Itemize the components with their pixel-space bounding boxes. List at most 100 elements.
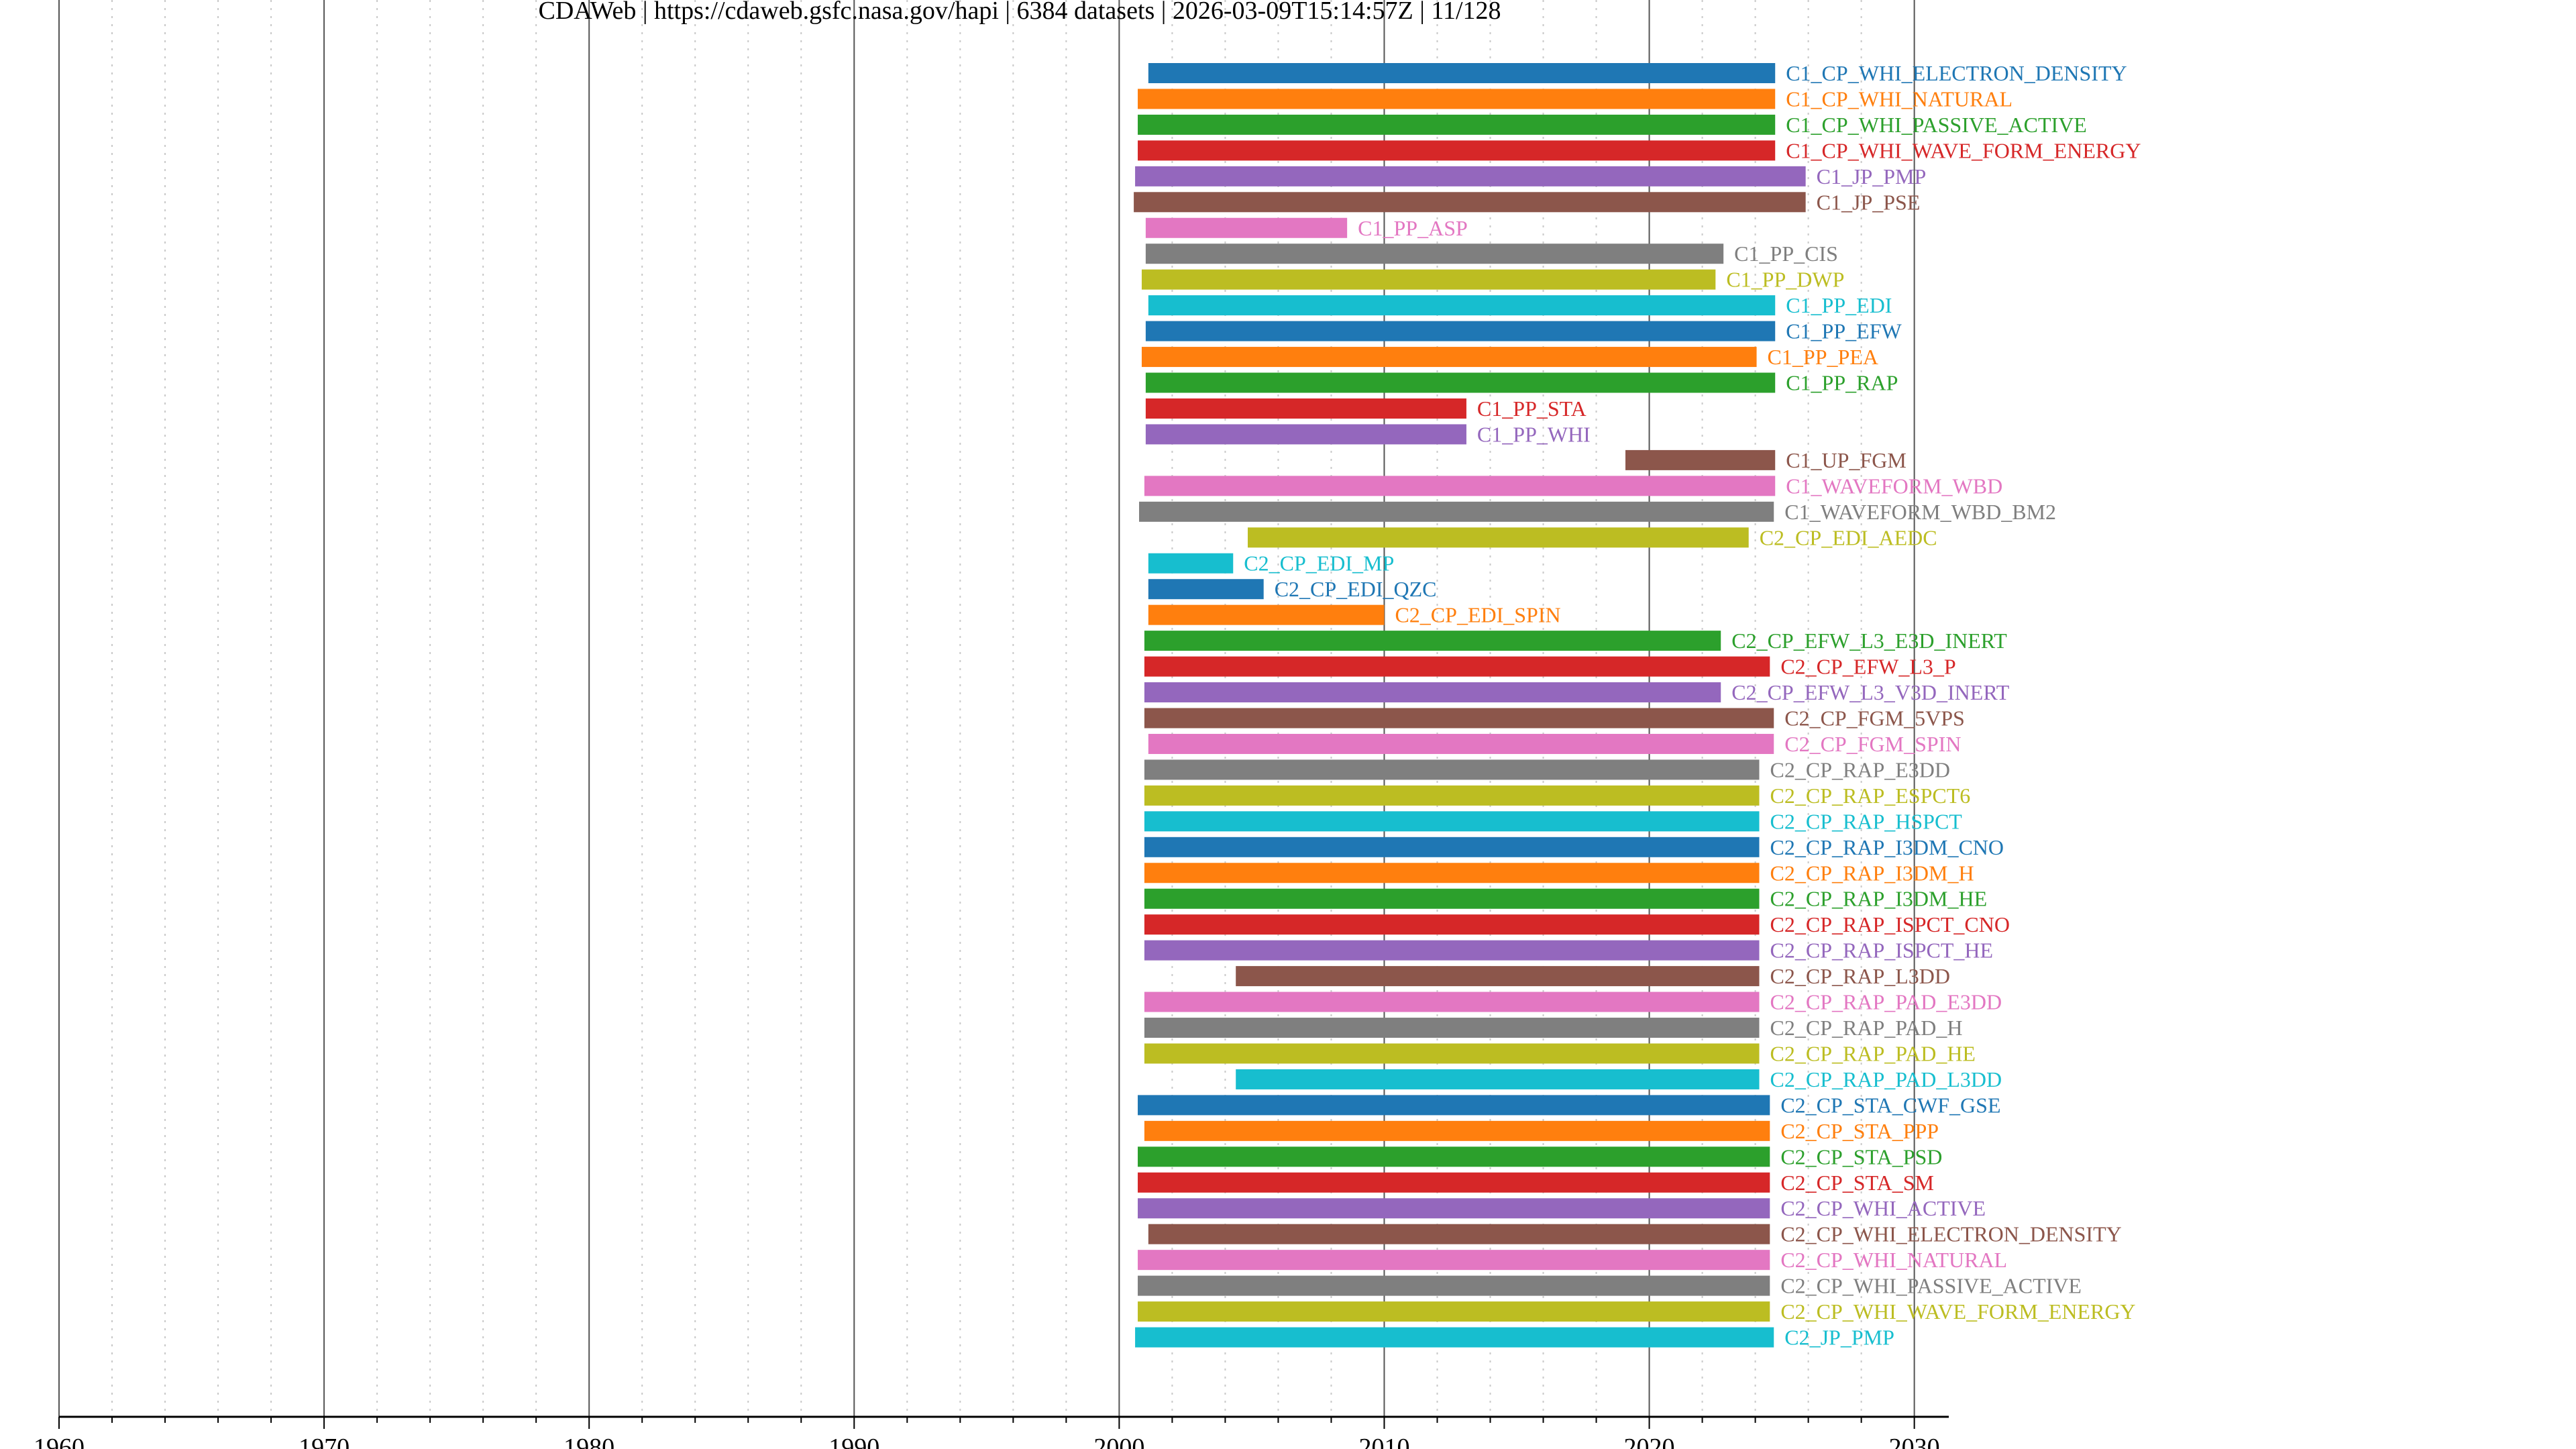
dataset-label: C2_CP_WHI_WAVE_FORM_ENERGY [1780,1299,2135,1324]
dataset-label: C2_CP_WHI_ELECTRON_DENSITY [1780,1222,2121,1246]
dataset-label: C2_JP_PMP [1784,1326,1894,1350]
dataset-bar[interactable] [1148,1224,1770,1244]
dataset-bar[interactable] [1138,1198,1770,1219]
dataset-bar[interactable] [1148,553,1234,574]
dataset-bar[interactable] [1138,1301,1770,1322]
dataset-bar[interactable] [1144,940,1760,961]
dataset-label: C2_CP_STA_SM [1780,1171,1934,1195]
dataset-bar[interactable] [1247,527,1749,548]
dataset-bar[interactable] [1148,579,1264,600]
dataset-label: C1_CP_WHI_WAVE_FORM_ENERGY [1786,138,2141,162]
dataset-label: C1_JP_PMP [1817,164,1927,189]
dataset-bar[interactable] [1138,114,1776,135]
dataset-label: C1_CP_WHI_PASSIVE_ACTIVE [1786,113,2087,137]
dataset-label: C2_CP_EDI_MP [1244,551,1394,576]
dataset-label: C2_CP_RAP_HSPCT [1770,809,1963,833]
dataset-bars [1134,63,1806,1348]
dataset-label: C2_CP_RAP_PAD_E3DD [1770,990,2002,1014]
dataset-label: C2_CP_RAP_ISPCT_CNO [1770,912,2010,936]
dataset-bar[interactable] [1138,89,1776,109]
dataset-label: C2_CP_RAP_PAD_HE [1770,1041,1976,1065]
dataset-label: C1_JP_PSE [1817,190,1921,214]
dataset-bar[interactable] [1144,759,1760,780]
dataset-bar[interactable] [1141,347,1757,368]
dataset-bar[interactable] [1138,1095,1770,1116]
dataset-bar[interactable] [1144,631,1721,651]
dataset-label: C2_CP_RAP_PAD_H [1770,1016,1963,1040]
dataset-bar[interactable] [1138,501,1774,522]
dataset-bar[interactable] [1135,1327,1774,1348]
dataset-bar[interactable] [1144,656,1770,677]
dataset-bar[interactable] [1144,991,1760,1012]
dataset-label: C2_CP_EDI_AEDC [1760,525,1937,549]
dataset-label: C1_PP_PEA [1768,345,1878,369]
dataset-label: C2_CP_EDI_QZC [1275,577,1437,601]
dataset-bar[interactable] [1144,682,1721,703]
dataset-label: C2_CP_RAP_ISPCT_HE [1770,938,1994,963]
dataset-bar[interactable] [1135,166,1806,186]
dataset-bar[interactable] [1144,708,1774,729]
dataset-bar[interactable] [1144,1043,1760,1064]
dataset-label: C1_UP_FGM [1786,448,1907,472]
dataset-bar[interactable] [1625,449,1776,470]
dataset-label: C2_CP_WHI_NATURAL [1780,1248,2007,1272]
dataset-bar[interactable] [1138,1275,1770,1296]
dataset-bar[interactable] [1138,140,1776,161]
dataset-label: C2_CP_EFW_L3_E3D_INERT [1731,629,2007,653]
dataset-label: C2_CP_STA_PSD [1780,1144,1942,1169]
dataset-label: C2_CP_WHI_PASSIVE_ACTIVE [1780,1274,2082,1298]
dataset-label: C1_WAVEFORM_WBD [1786,474,2002,498]
dataset-bar[interactable] [1145,321,1776,341]
dataset-bar[interactable] [1145,372,1776,393]
dataset-bar[interactable] [1144,811,1760,832]
dataset-bar[interactable] [1145,244,1724,264]
dataset-label: C1_PP_CIS [1734,241,1838,266]
dataset-bar[interactable] [1141,269,1716,290]
x-tick-label: 2030 [1889,1434,1940,1449]
dataset-label: C2_CP_RAP_E3DD [1770,757,1951,782]
dataset-bar[interactable] [1144,785,1760,806]
dataset-label: C1_PP_WHI [1477,422,1591,446]
x-tick-label: 1990 [828,1434,879,1449]
dataset-bar[interactable] [1144,476,1776,496]
dataset-bar[interactable] [1138,1250,1770,1271]
dataset-bar[interactable] [1138,1146,1770,1167]
dataset-label: C1_PP_EFW [1786,319,1902,343]
dataset-label: C1_WAVEFORM_WBD_BM2 [1784,500,2056,524]
dataset-label: C2_CP_EDI_SPIN [1395,603,1560,627]
dataset-bar[interactable] [1236,966,1760,987]
dataset-bar[interactable] [1134,192,1806,213]
dataset-label: C1_PP_STA [1477,396,1587,421]
dataset-label: C1_CP_WHI_NATURAL [1786,87,2012,111]
dataset-bar[interactable] [1144,837,1760,857]
dataset-label: C2_CP_WHI_ACTIVE [1780,1196,1986,1220]
dataset-bar[interactable] [1144,914,1760,935]
dataset-bar[interactable] [1148,295,1776,316]
dataset-bar[interactable] [1145,398,1466,419]
dataset-label: C2_CP_FGM_5VPS [1784,706,1965,731]
dataset-label: C2_CP_RAP_PAD_L3DD [1770,1067,2002,1091]
dataset-label: C1_PP_RAP [1786,371,1898,395]
dataset-label: C1_PP_EDI [1786,293,1892,317]
dataset-label: C2_CP_RAP_I3DM_H [1770,861,1974,885]
dataset-bar[interactable] [1148,604,1385,625]
dataset-label: C1_PP_DWP [1726,268,1844,292]
dataset-bar[interactable] [1148,63,1776,83]
dataset-bar[interactable] [1138,1172,1770,1193]
dataset-bar[interactable] [1145,217,1348,238]
dataset-bar[interactable] [1144,888,1760,909]
dataset-bar[interactable] [1145,424,1466,445]
dataset-bar[interactable] [1236,1069,1760,1089]
dataset-label: C2_CP_RAP_ESPCT6 [1770,784,1971,808]
dataset-bar[interactable] [1144,1120,1770,1141]
x-tick-label: 2020 [1624,1434,1675,1449]
dataset-label: C2_CP_STA_CWF_GSE [1780,1093,2000,1117]
x-tick-label: 1980 [564,1434,614,1449]
dataset-bar[interactable] [1144,1018,1760,1038]
dataset-label: C2_CP_STA_PPP [1780,1119,1939,1143]
dataset-bar[interactable] [1144,863,1760,883]
dataset-bar[interactable] [1148,733,1774,754]
dataset-label: C2_CP_RAP_I3DM_HE [1770,887,1988,911]
dataset-label: C2_CP_FGM_SPIN [1784,732,1961,756]
